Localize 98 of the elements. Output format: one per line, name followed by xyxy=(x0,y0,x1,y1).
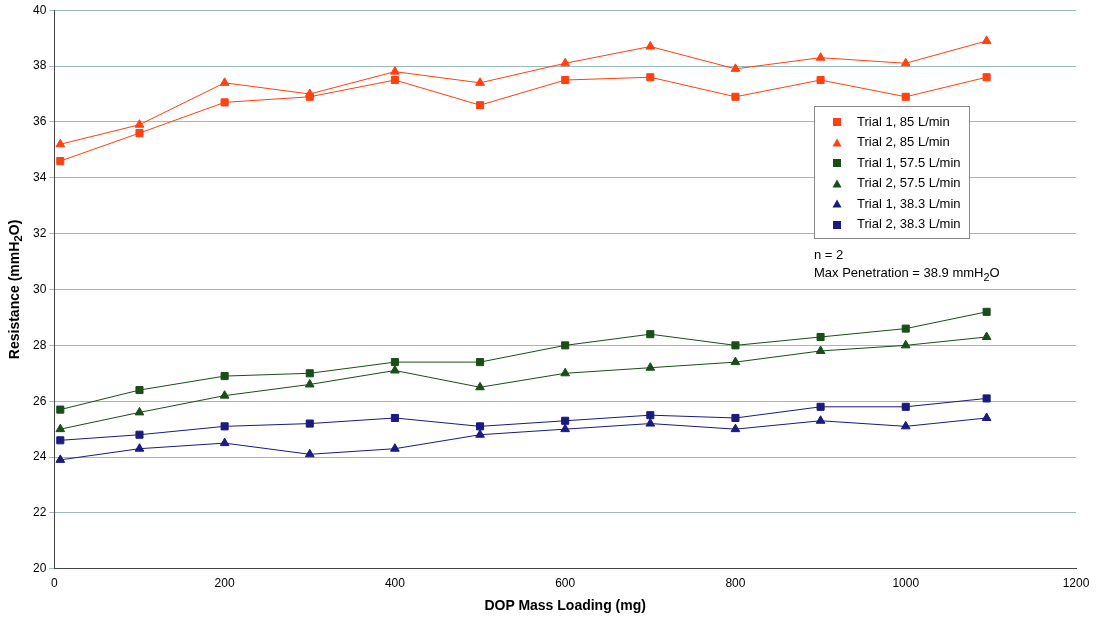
point xyxy=(390,413,399,423)
point xyxy=(901,92,910,101)
point xyxy=(305,419,314,428)
point xyxy=(646,411,655,420)
point xyxy=(390,365,400,374)
point xyxy=(220,98,229,107)
point xyxy=(476,422,485,431)
legend-label: Trial 2, 85 L/min xyxy=(857,134,950,150)
x-tick-label: 200 xyxy=(214,576,235,591)
point xyxy=(390,443,400,452)
point xyxy=(561,416,570,425)
point xyxy=(816,75,825,85)
x-axis-title: DOP Mass Loading (mg) xyxy=(484,597,646,614)
point xyxy=(561,341,570,350)
point xyxy=(645,41,656,50)
y-tick-label: 24 xyxy=(32,449,47,464)
x-tick-label: 1200 xyxy=(1062,576,1090,591)
point xyxy=(981,331,992,340)
x-tick-label: 1000 xyxy=(892,576,920,591)
x-tick-label: 800 xyxy=(725,576,746,591)
legend-label: Trial 1, 85 L/min xyxy=(857,113,950,129)
point xyxy=(476,101,485,110)
point xyxy=(816,402,825,411)
point xyxy=(390,75,399,85)
point xyxy=(304,88,315,97)
y-tick-label: 20 xyxy=(32,561,47,576)
point xyxy=(56,156,65,166)
y-tick-label: 38 xyxy=(32,58,47,73)
legend-label: Trial 1, 57.5 L/min xyxy=(857,154,961,170)
point xyxy=(901,402,910,411)
point xyxy=(561,75,570,85)
point xyxy=(901,324,910,333)
point xyxy=(730,356,741,366)
point xyxy=(815,52,826,61)
legend-label: Trial 1, 38.3 L/min xyxy=(857,195,961,211)
point xyxy=(815,345,826,354)
y-tick-label: 26 xyxy=(32,393,47,408)
point xyxy=(305,369,314,378)
point xyxy=(220,422,229,431)
point xyxy=(645,362,656,371)
point xyxy=(981,35,992,44)
point xyxy=(219,77,230,86)
point xyxy=(560,423,570,433)
point xyxy=(731,341,740,350)
point xyxy=(55,454,66,463)
point xyxy=(219,437,230,447)
point xyxy=(55,138,66,148)
point xyxy=(304,378,315,388)
x-tick-label: 400 xyxy=(384,576,406,591)
y-tick-label: 32 xyxy=(32,225,47,240)
legend-label: Trial 2, 38.3 L/min xyxy=(857,216,961,232)
point xyxy=(982,307,991,316)
x-tick-label: 600 xyxy=(555,576,576,591)
point xyxy=(55,423,66,433)
point xyxy=(900,57,911,67)
point xyxy=(475,429,485,438)
point xyxy=(475,77,485,86)
point xyxy=(56,405,65,414)
point xyxy=(56,436,65,445)
y-tick-label: 40 xyxy=(32,2,47,17)
point xyxy=(560,367,570,377)
point xyxy=(390,358,399,367)
point xyxy=(475,381,485,391)
y-tick-label: 30 xyxy=(32,281,47,296)
annotation: n = 2 xyxy=(814,246,845,265)
point xyxy=(476,358,485,367)
point xyxy=(645,418,656,427)
point xyxy=(900,339,911,349)
y-tick-label: 22 xyxy=(32,505,47,520)
point xyxy=(815,415,826,424)
point xyxy=(982,73,991,82)
point xyxy=(134,406,145,416)
point xyxy=(135,129,144,138)
point xyxy=(646,330,655,339)
y-tick-label: 36 xyxy=(32,114,47,129)
point xyxy=(390,66,400,75)
point xyxy=(135,386,144,395)
point xyxy=(304,448,315,458)
point xyxy=(730,63,741,72)
point xyxy=(816,332,825,342)
point xyxy=(560,57,570,67)
point xyxy=(646,73,655,82)
point xyxy=(134,443,145,452)
point xyxy=(134,119,145,128)
point xyxy=(219,390,230,399)
point xyxy=(900,420,911,430)
point xyxy=(731,413,740,423)
point xyxy=(982,394,991,403)
y-tick-label: 28 xyxy=(32,337,47,352)
x-tick-label: 0 xyxy=(51,576,58,591)
point xyxy=(981,412,992,421)
legend-label: Trial 2, 57.5 L/min xyxy=(857,175,961,191)
point xyxy=(731,92,740,101)
annotation: Max Penetration = 38.9 mmH$_{2}$O xyxy=(814,264,1000,285)
point xyxy=(730,423,741,433)
point xyxy=(135,430,144,439)
y-tick-label: 34 xyxy=(32,170,47,185)
point xyxy=(220,372,229,381)
